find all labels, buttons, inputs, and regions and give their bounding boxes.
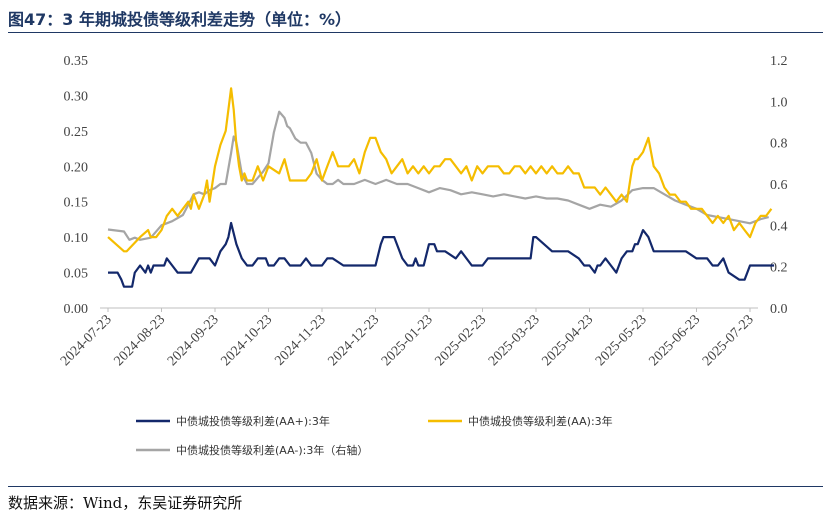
legend-label-aa-plus: 中债城投债等级利差(AA+):3年 (176, 414, 330, 428)
right-tick-label: 0.2 (770, 261, 788, 276)
legend: 中债城投债等级利差(AA+):3年 中债城投债等级利差(AA):3年 中债城投债… (136, 414, 613, 457)
right-tick-label: 0.4 (770, 219, 788, 234)
left-tick-label: 0.30 (64, 89, 89, 104)
x-tick-label: 2024-11-23 (272, 312, 328, 368)
legend-label-aa-minus: 中债城投债等级利差(AA-):3年（右轴） (176, 443, 368, 457)
spread-line-chart: 0.000.050.100.150.200.250.300.35 0.00.20… (58, 54, 788, 457)
x-tick-label: 2025-06-23 (647, 312, 704, 369)
legend-label-aa: 中债城投债等级利差(AA):3年 (468, 414, 613, 428)
right-tick-label: 1.2 (770, 54, 788, 69)
x-tick-label: 2024-10-23 (219, 312, 276, 369)
right-y-axis: 0.0 0.2 0.4 0.6 0.8 1.0 1.2 (770, 54, 788, 317)
left-tick-label: 0.00 (64, 302, 89, 317)
x-tick-label: 2024-07-23 (58, 312, 115, 369)
series-aa-minus-line (107, 110, 769, 241)
right-tick-label: 0.0 (770, 302, 788, 317)
right-tick-label: 0.6 (770, 178, 788, 193)
x-tick-label: 2025-01-23 (379, 312, 436, 369)
right-tick-label: 0.8 (770, 137, 788, 152)
left-tick-label: 0.15 (64, 196, 89, 211)
legend-item-aa-minus: 中债城投债等级利差(AA-):3年（右轴） (136, 443, 368, 457)
source-note: 数据来源：Wind，东吴证券研究所 (8, 494, 243, 512)
left-tick-label: 0.05 (64, 267, 89, 282)
x-tick-label: 2024-12-23 (326, 312, 383, 369)
figure-title: 图47：3 年期城投债等级利差走势（单位：%） (8, 10, 352, 29)
right-tick-label: 1.0 (770, 95, 788, 110)
x-tick-label: 2025-02-23 (433, 312, 490, 369)
left-tick-label: 0.20 (64, 160, 89, 175)
series-aa-line (107, 87, 773, 253)
left-tick-label: 0.10 (64, 231, 89, 246)
x-axis: 2024-07-232024-08-232024-09-232024-10-23… (58, 308, 757, 369)
series-aa-plus-line (108, 221, 775, 288)
legend-item-aa-plus: 中债城投债等级利差(AA+):3年 (136, 414, 330, 428)
x-tick-label: 2024-08-23 (112, 312, 169, 369)
x-tick-label: 2025-03-23 (486, 312, 543, 369)
x-tick-label: 2025-07-23 (700, 312, 757, 369)
x-tick-label: 2025-04-23 (540, 312, 597, 369)
left-tick-label: 0.35 (64, 54, 89, 69)
left-tick-label: 0.25 (64, 125, 89, 140)
x-tick-label: 2024-09-23 (165, 312, 222, 369)
legend-item-aa: 中债城投债等级利差(AA):3年 (428, 414, 613, 428)
title-rule (8, 32, 823, 33)
source-rule (8, 486, 823, 487)
series-layer (107, 87, 775, 288)
x-tick-label: 2025-05-23 (593, 312, 650, 369)
left-y-axis: 0.00 0.05 0.10 0.15 0.20 0.25 0.30 0.35 (64, 54, 89, 317)
